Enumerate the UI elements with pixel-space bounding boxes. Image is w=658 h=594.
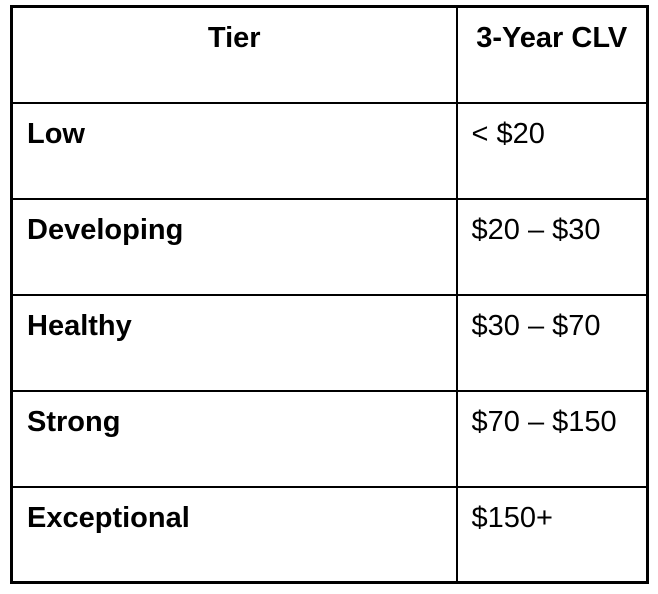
clv-tier-table: Tier 3-Year CLV Low < $20 Developing $20…	[10, 5, 649, 584]
table-row-healthy: Healthy $30 – $70	[10, 293, 649, 392]
tier-cell-low: Low	[10, 101, 458, 200]
tier-cell-exceptional: Exceptional	[10, 485, 458, 584]
table-header-row: Tier 3-Year CLV	[10, 5, 649, 104]
clv-cell-healthy: $30 – $70	[455, 293, 649, 392]
tier-cell-developing: Developing	[10, 197, 458, 296]
column-header-tier: Tier	[10, 5, 458, 104]
tier-cell-healthy: Healthy	[10, 293, 458, 392]
clv-cell-developing: $20 – $30	[455, 197, 649, 296]
table-row-exceptional: Exceptional $150+	[10, 485, 649, 584]
column-header-3-year-clv: 3-Year CLV	[455, 5, 649, 104]
tier-cell-strong: Strong	[10, 389, 458, 488]
clv-cell-strong: $70 – $150	[455, 389, 649, 488]
table-row-low: Low < $20	[10, 101, 649, 200]
clv-cell-low: < $20	[455, 101, 649, 200]
table-row-developing: Developing $20 – $30	[10, 197, 649, 296]
clv-cell-exceptional: $150+	[455, 485, 649, 584]
table-row-strong: Strong $70 – $150	[10, 389, 649, 488]
